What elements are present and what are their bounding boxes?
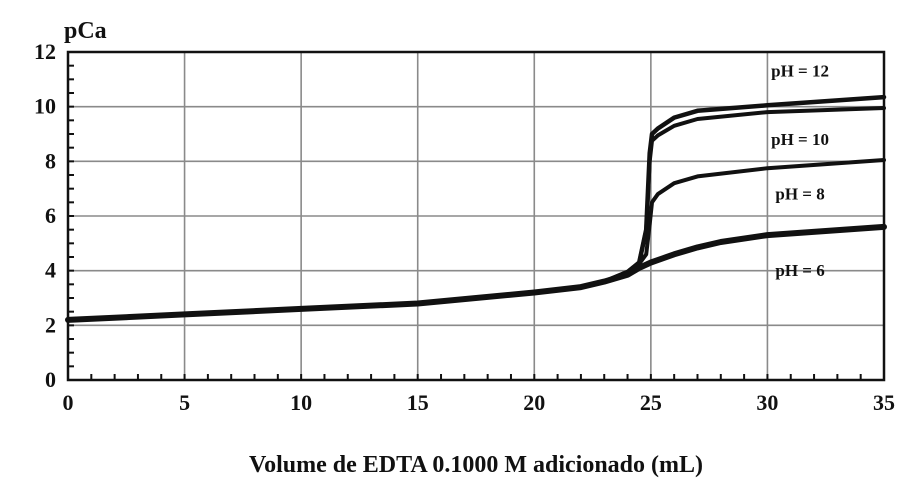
x-tick-label-15: 15: [407, 390, 429, 415]
x-tick-label-5: 5: [179, 390, 190, 415]
x-tick-labels: 0 5 10 15 20 25 30 35: [63, 390, 896, 415]
y-tick-label-8: 8: [45, 148, 56, 173]
series-line-ph=6: [65, 223, 887, 323]
x-tick-label-20: 20: [523, 390, 545, 415]
y-tick-labels: 0 2 4 6 8 10 12: [34, 39, 56, 392]
y-tick-label-10: 10: [34, 94, 56, 119]
plot-frame: [66, 50, 886, 382]
series-line-ph=10: [66, 106, 886, 322]
series-label-ph=8: pH = 8: [775, 185, 824, 204]
x-tick-label-35: 35: [873, 390, 895, 415]
y-tick-label-12: 12: [34, 39, 56, 64]
y-axis-title: pCa: [64, 18, 107, 44]
series-label-ph=10: pH = 10: [771, 130, 829, 149]
x-axis-title: Volume de EDTA 0.1000 M adicionado (mL): [249, 452, 703, 478]
y-tick-label-4: 4: [45, 258, 56, 283]
x-tick-label-0: 0: [63, 390, 74, 415]
series-line-ph=12: [65, 94, 887, 323]
x-tick-label-30: 30: [756, 390, 778, 415]
curves: [65, 94, 887, 323]
series-label-ph=6: pH = 6: [775, 261, 824, 280]
series-label-ph=12: pH = 12: [771, 62, 829, 81]
series-labels: pH = 12 pH = 10 pH = 8 pH = 6: [771, 62, 829, 281]
x-tick-label-10: 10: [290, 390, 312, 415]
y-tick-label-0: 0: [45, 367, 56, 392]
y-tick-label-6: 6: [45, 203, 56, 228]
x-tick-label-25: 25: [640, 390, 662, 415]
grid: [68, 52, 884, 380]
y-tick-label-2: 2: [45, 312, 56, 337]
